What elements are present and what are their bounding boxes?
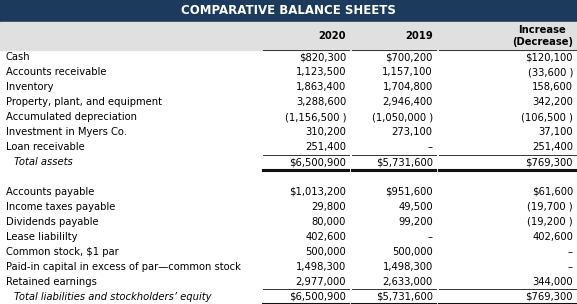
Text: Total liabilities and stockholders’ equity: Total liabilities and stockholders’ equi… [14, 292, 212, 302]
Text: (106,500 ): (106,500 ) [521, 112, 573, 122]
Text: 49,500: 49,500 [398, 202, 433, 212]
Text: (19,700 ): (19,700 ) [527, 202, 573, 212]
Text: Inventory: Inventory [6, 82, 53, 92]
Text: –: – [428, 232, 433, 242]
Text: $5,731,600: $5,731,600 [376, 292, 433, 302]
Text: (1,050,000 ): (1,050,000 ) [372, 112, 433, 122]
Text: 1,863,400: 1,863,400 [296, 82, 346, 92]
Text: –: – [568, 247, 573, 257]
Text: 2,977,000: 2,977,000 [295, 277, 346, 287]
Text: 2019: 2019 [405, 31, 433, 41]
Text: 1,498,300: 1,498,300 [383, 262, 433, 272]
Text: Investment in Myers Co.: Investment in Myers Co. [6, 127, 127, 137]
Text: Total assets: Total assets [14, 157, 73, 167]
Text: Lease liabililty: Lease liabililty [6, 232, 77, 242]
Text: Accounts receivable: Accounts receivable [6, 67, 106, 78]
Text: 344,000: 344,000 [533, 277, 573, 287]
Text: 342,200: 342,200 [532, 97, 573, 107]
Text: –: – [568, 262, 573, 272]
Text: 80,000: 80,000 [312, 217, 346, 227]
Text: Cash: Cash [6, 53, 31, 62]
Text: $6,500,900: $6,500,900 [289, 157, 346, 167]
Text: –: – [428, 142, 433, 152]
Text: (19,200 ): (19,200 ) [527, 217, 573, 227]
Text: Income taxes payable: Income taxes payable [6, 202, 115, 212]
Text: $700,200: $700,200 [385, 53, 433, 62]
Text: $61,600: $61,600 [532, 187, 573, 197]
Text: $951,600: $951,600 [385, 187, 433, 197]
Text: 2020: 2020 [319, 31, 346, 41]
Text: 2,946,400: 2,946,400 [383, 97, 433, 107]
Text: 2,633,000: 2,633,000 [383, 277, 433, 287]
Text: $5,731,600: $5,731,600 [376, 157, 433, 167]
Bar [0, 22, 577, 50]
Text: $1,013,200: $1,013,200 [289, 187, 346, 197]
Text: Common stock, $1 par: Common stock, $1 par [6, 247, 118, 257]
Text: Property, plant, and equipment: Property, plant, and equipment [6, 97, 162, 107]
Text: 158,600: 158,600 [532, 82, 573, 92]
Text: $6,500,900: $6,500,900 [289, 292, 346, 302]
Text: 1,498,300: 1,498,300 [296, 262, 346, 272]
Text: 251,400: 251,400 [532, 142, 573, 152]
Text: $120,100: $120,100 [526, 53, 573, 62]
Text: Loan receivable: Loan receivable [6, 142, 84, 152]
Text: 310,200: 310,200 [305, 127, 346, 137]
Text: 1,123,500: 1,123,500 [295, 67, 346, 78]
Text: 1,704,800: 1,704,800 [383, 82, 433, 92]
Text: 402,600: 402,600 [532, 232, 573, 242]
Text: 500,000: 500,000 [305, 247, 346, 257]
Text: 99,200: 99,200 [398, 217, 433, 227]
Text: COMPARATIVE BALANCE SHEETS: COMPARATIVE BALANCE SHEETS [181, 5, 396, 18]
Text: Increase
(Decrease): Increase (Decrease) [512, 25, 573, 47]
Text: Accumulated depreciation: Accumulated depreciation [6, 112, 137, 122]
Text: 251,400: 251,400 [305, 142, 346, 152]
Text: 37,100: 37,100 [538, 127, 573, 137]
Text: 500,000: 500,000 [392, 247, 433, 257]
Text: 29,800: 29,800 [312, 202, 346, 212]
Bar [0, 0, 577, 22]
Text: Retained earnings: Retained earnings [6, 277, 96, 287]
Text: Paid-in capital in excess of par—common stock: Paid-in capital in excess of par—common … [6, 262, 241, 272]
Text: $769,300: $769,300 [526, 157, 573, 167]
Text: $769,300: $769,300 [526, 292, 573, 302]
Text: 402,600: 402,600 [305, 232, 346, 242]
Text: Dividends payable: Dividends payable [6, 217, 99, 227]
Text: (1,156,500 ): (1,156,500 ) [284, 112, 346, 122]
Text: 1,157,100: 1,157,100 [382, 67, 433, 78]
Text: $820,300: $820,300 [299, 53, 346, 62]
Text: 273,100: 273,100 [392, 127, 433, 137]
Text: (33,600 ): (33,600 ) [527, 67, 573, 78]
Text: Accounts payable: Accounts payable [6, 187, 94, 197]
Text: 3,288,600: 3,288,600 [296, 97, 346, 107]
